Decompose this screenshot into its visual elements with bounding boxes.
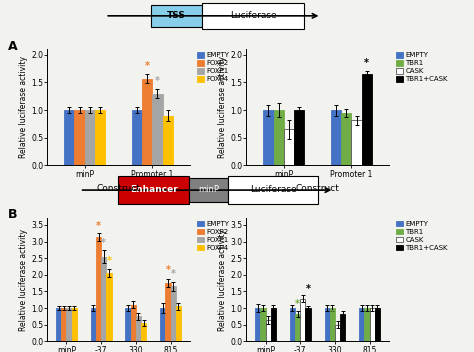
- Bar: [305, 308, 310, 341]
- Bar: [362, 74, 372, 165]
- Y-axis label: Relative luciferase activity: Relative luciferase activity: [219, 56, 228, 158]
- Bar: [96, 237, 101, 341]
- Text: *: *: [107, 256, 111, 265]
- Bar: [351, 120, 362, 165]
- Bar: [91, 308, 96, 341]
- Text: *: *: [101, 238, 106, 247]
- Text: B: B: [8, 208, 17, 221]
- Bar: [294, 110, 304, 165]
- Bar: [176, 307, 181, 341]
- Text: Luciferase: Luciferase: [230, 11, 276, 20]
- Bar: [131, 305, 136, 341]
- Text: *: *: [330, 310, 335, 320]
- Bar: [141, 323, 146, 341]
- Bar: [331, 110, 341, 165]
- Bar: [132, 110, 142, 165]
- Text: *: *: [171, 269, 176, 279]
- Bar: [290, 308, 295, 341]
- Bar: [260, 308, 265, 341]
- Bar: [284, 130, 294, 165]
- Bar: [152, 94, 163, 165]
- Bar: [295, 314, 300, 341]
- Bar: [160, 308, 165, 341]
- Bar: [74, 110, 85, 165]
- FancyBboxPatch shape: [228, 176, 318, 204]
- Bar: [165, 283, 171, 341]
- Bar: [335, 325, 340, 341]
- Bar: [341, 113, 351, 165]
- Bar: [95, 110, 105, 165]
- X-axis label: Construct: Construct: [296, 184, 339, 193]
- Text: *: *: [155, 76, 160, 86]
- Bar: [340, 314, 346, 341]
- Legend: EMPTY, FOXP2, FOXP1, FOXP4: EMPTY, FOXP2, FOXP1, FOXP4: [196, 50, 231, 83]
- X-axis label: Construct: Construct: [97, 184, 140, 193]
- Bar: [264, 110, 273, 165]
- Legend: EMPTY, TBR1, CASK, TBR1+CASK: EMPTY, TBR1, CASK, TBR1+CASK: [395, 219, 449, 252]
- Text: Luciferase: Luciferase: [250, 185, 296, 194]
- Bar: [325, 308, 330, 341]
- Bar: [365, 308, 370, 341]
- Bar: [255, 308, 260, 341]
- Text: *: *: [165, 265, 171, 275]
- Bar: [136, 316, 141, 341]
- Text: Enhancer: Enhancer: [130, 185, 178, 194]
- Bar: [375, 308, 380, 341]
- Bar: [142, 78, 152, 165]
- Text: *: *: [306, 284, 310, 294]
- Text: minP: minP: [198, 185, 219, 194]
- Text: A: A: [8, 40, 17, 53]
- Bar: [359, 308, 365, 341]
- Bar: [163, 116, 173, 165]
- Bar: [271, 308, 276, 341]
- Bar: [85, 110, 95, 165]
- Bar: [64, 110, 74, 165]
- Bar: [273, 110, 284, 165]
- FancyBboxPatch shape: [189, 178, 228, 202]
- Bar: [126, 308, 131, 341]
- Bar: [66, 308, 72, 341]
- Y-axis label: Relative luciferase activity: Relative luciferase activity: [19, 229, 28, 331]
- Text: TSS: TSS: [167, 11, 186, 20]
- Bar: [61, 308, 66, 341]
- Bar: [330, 308, 335, 341]
- Text: *: *: [364, 58, 369, 68]
- Legend: EMPTY, TBR1, CASK, TBR1+CASK: EMPTY, TBR1, CASK, TBR1+CASK: [395, 50, 449, 83]
- Text: *: *: [145, 61, 150, 71]
- FancyBboxPatch shape: [202, 3, 304, 29]
- Bar: [171, 287, 176, 341]
- FancyBboxPatch shape: [118, 176, 189, 204]
- Bar: [72, 308, 77, 341]
- FancyBboxPatch shape: [151, 5, 202, 27]
- Legend: EMPTY, FOXP2, FOXP1, FOXP4: EMPTY, FOXP2, FOXP1, FOXP4: [196, 219, 231, 252]
- Bar: [101, 257, 106, 341]
- Bar: [265, 320, 271, 341]
- Bar: [300, 299, 305, 341]
- Y-axis label: Relative luciferase activity: Relative luciferase activity: [19, 56, 28, 158]
- Bar: [370, 308, 375, 341]
- Bar: [106, 273, 111, 341]
- Y-axis label: Relative luciferase activity: Relative luciferase activity: [219, 229, 228, 331]
- Text: *: *: [295, 299, 300, 309]
- Text: *: *: [96, 221, 101, 231]
- Bar: [56, 308, 61, 341]
